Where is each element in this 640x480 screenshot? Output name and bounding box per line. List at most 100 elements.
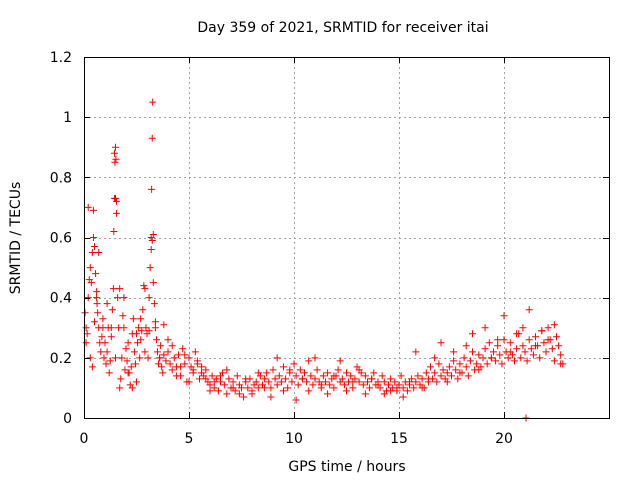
data-point [311,354,319,362]
data-point [223,366,231,374]
data-point [385,381,392,389]
data-point [374,381,382,389]
data-point [334,366,342,374]
data-point [137,315,145,323]
data-point [443,378,451,386]
data-point [542,348,550,356]
data-point [202,366,210,374]
data-point [93,294,101,302]
data-point [261,375,269,383]
data-point [81,309,89,317]
data-point [93,288,101,296]
data-point [439,366,447,374]
data-point [233,372,241,380]
data-point [244,384,252,392]
data-point [225,375,233,383]
data-point [164,336,172,344]
data-point [271,375,279,383]
data-point [177,372,185,380]
data-point [240,393,248,401]
data-point [305,357,313,365]
data-point [110,149,118,157]
data-point [313,366,321,374]
data-point [387,387,395,395]
data-point [483,360,491,368]
data-point [130,348,138,356]
data-point [221,381,229,389]
data-point [511,357,518,365]
data-point [106,357,114,365]
data-point [122,345,130,353]
data-point [124,369,132,377]
data-point [172,363,180,371]
data-point [427,363,434,371]
data-point [139,306,147,314]
data-point [206,381,214,389]
data-point [138,327,146,335]
data-point [168,366,176,374]
data-point [403,387,411,395]
data-point [456,360,464,368]
data-point [254,384,262,392]
data-point [296,366,304,374]
data-point [536,354,544,362]
data-point [202,375,210,383]
data-point [399,384,407,392]
data-point [120,294,128,302]
data-point [89,234,97,241]
data-point [460,354,468,362]
data-point [88,249,96,257]
data-point [399,393,407,401]
data-point [149,98,157,106]
data-point [366,384,374,392]
data-point [550,357,558,365]
data-point [422,369,430,377]
data-point [406,378,413,386]
data-point [123,357,131,365]
data-point [553,333,560,341]
data-point [525,306,533,314]
data-point [326,381,334,389]
data-point [525,336,533,344]
data-point [294,381,302,389]
data-point [282,375,290,383]
data-point [286,366,294,374]
data-point [136,354,144,362]
data-point [166,360,174,368]
data-point [99,315,107,323]
data-point [437,339,445,347]
data-point [144,354,152,362]
data-point [111,158,119,166]
data-point [91,243,98,251]
data-point [134,339,142,347]
data-point [107,324,115,332]
data-point [464,372,472,380]
data-point [113,197,121,205]
data-point [121,366,129,374]
data-point [481,324,489,332]
data-point [487,354,495,362]
data-point [450,357,458,365]
data-point [100,354,108,362]
data-point [160,321,168,329]
data-point [217,378,224,386]
data-point [148,185,156,193]
data-point [448,372,455,380]
data-point [361,390,369,398]
data-point [462,363,470,371]
data-point [479,354,487,362]
data-point [412,378,420,386]
data-point [336,357,344,365]
data-point [175,351,182,359]
data-point [555,342,563,350]
data-point [94,309,102,317]
data-point [127,363,135,371]
data-point [532,333,539,341]
data-point [151,324,159,332]
data-point [322,378,329,386]
data-point [208,372,216,380]
data-point [454,375,462,383]
y-tick-label: 1.2 [50,50,72,66]
data-point [275,372,283,380]
data-point [500,312,508,320]
